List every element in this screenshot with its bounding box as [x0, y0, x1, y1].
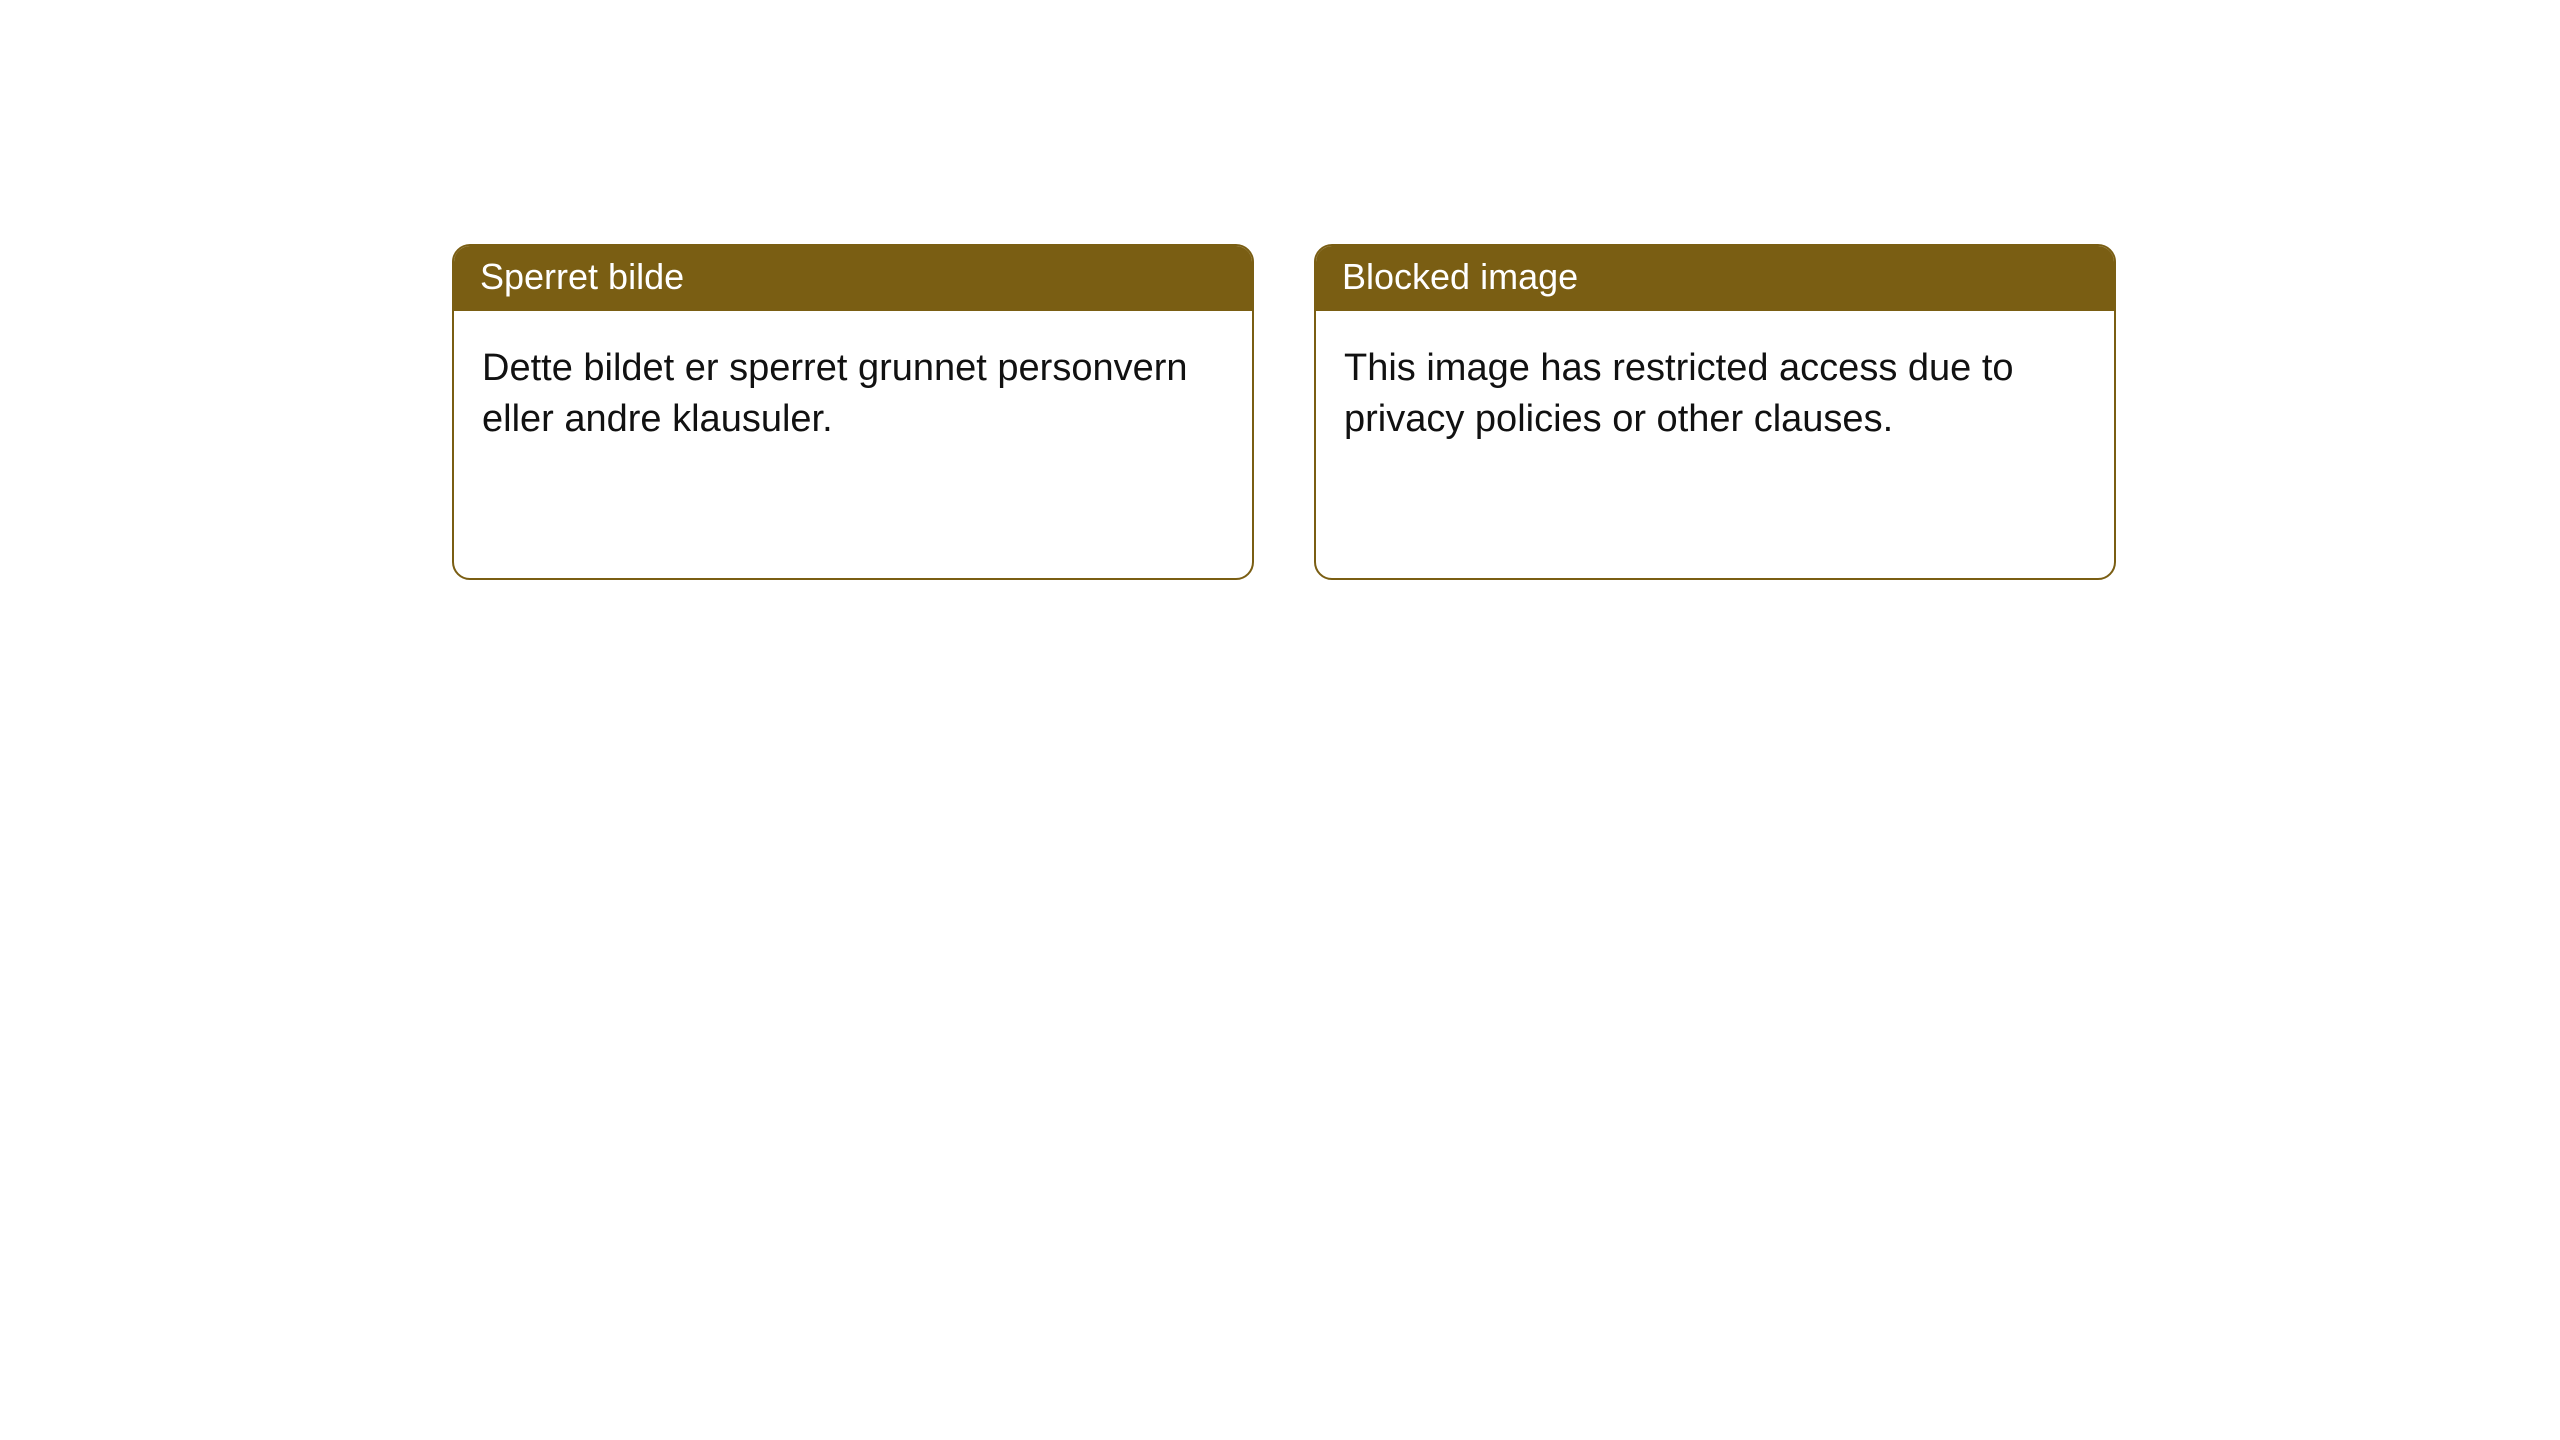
notice-card-norwegian: Sperret bilde Dette bildet er sperret gr…	[452, 244, 1254, 580]
notice-card-title: Blocked image	[1316, 246, 2114, 311]
notice-card-body: This image has restricted access due to …	[1316, 311, 2114, 478]
notice-card-title: Sperret bilde	[454, 246, 1252, 311]
notice-card-body: Dette bildet er sperret grunnet personve…	[454, 311, 1252, 478]
notice-cards-container: Sperret bilde Dette bildet er sperret gr…	[452, 244, 2116, 580]
notice-card-english: Blocked image This image has restricted …	[1314, 244, 2116, 580]
